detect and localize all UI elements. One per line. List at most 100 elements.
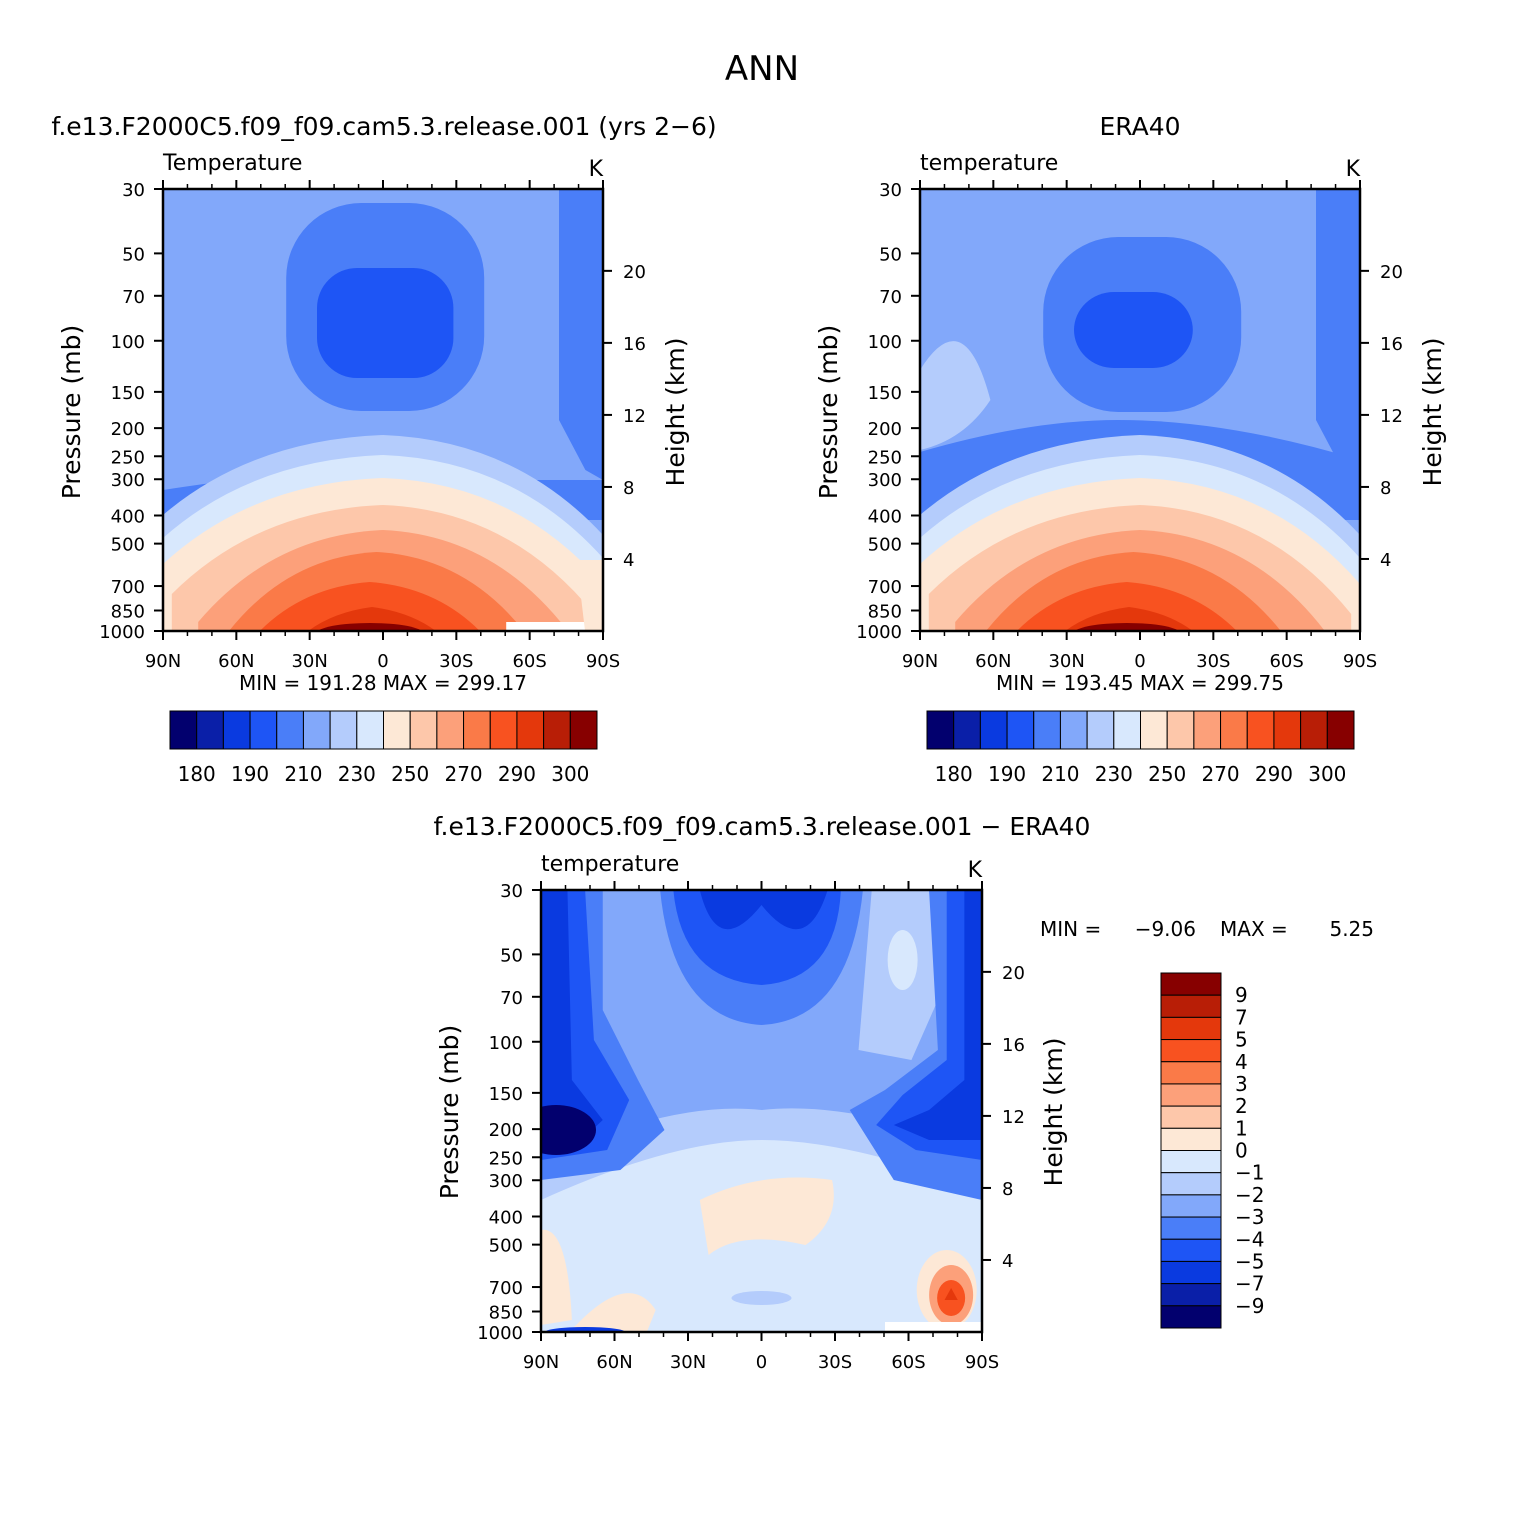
- panel-obs-minmax: MIN = 193.45 MAX = 299.75: [996, 671, 1284, 695]
- colorbar-label: 290: [498, 762, 536, 786]
- colorbar-label: −9: [1235, 1294, 1264, 1318]
- x-tick-label: 30S: [439, 651, 473, 672]
- colorbar-label: −1: [1235, 1161, 1264, 1185]
- y-tick-label: 30: [500, 881, 523, 902]
- right-tick-label: 16: [1002, 1035, 1025, 1056]
- right-tick-label: 12: [1002, 1107, 1025, 1128]
- panel-obs-left-label: temperature: [920, 151, 1058, 176]
- panel-diff-ylabel-right: Height (km): [1039, 1038, 1068, 1187]
- right-tick-label: 20: [1380, 262, 1403, 283]
- colorbar-label: −5: [1235, 1249, 1264, 1273]
- panel-model-ylabel: Pressure (mb): [57, 325, 86, 499]
- panel-diff-max-value: 5.25: [1329, 917, 1374, 941]
- colorbar-swatch: [169, 710, 198, 750]
- colorbar-label: 300: [551, 762, 589, 786]
- colorbar-label: 2: [1235, 1094, 1248, 1118]
- colorbar-label: 180: [178, 762, 216, 786]
- panel-model-colorbar: 180 190 210 230 250 270 290 300: [169, 710, 598, 786]
- contour-band: [731, 1291, 792, 1305]
- colorbar-label: 4: [1235, 1050, 1248, 1074]
- y-tick-label: 250: [111, 447, 145, 468]
- colorbar-label: 3: [1235, 1072, 1248, 1096]
- contour-band: [893, 890, 982, 1140]
- panel-diff-min-label: MIN =: [1040, 917, 1101, 941]
- panel-diff-plot: 305070100150200250300400500700850100090N…: [477, 881, 1025, 1373]
- y-tick-label: 30: [879, 180, 902, 201]
- contour-band: [699, 890, 828, 930]
- colorbar-swatch: [1246, 710, 1275, 750]
- right-tick-label: 16: [623, 334, 646, 355]
- colorbar-label: −4: [1235, 1227, 1264, 1251]
- colorbar-swatch: [1160, 1305, 1222, 1329]
- y-tick-label: 150: [868, 383, 902, 404]
- colorbar-swatch: [356, 710, 384, 750]
- colorbar-label: −2: [1235, 1183, 1264, 1207]
- colorbar-swatch: [1160, 1083, 1222, 1107]
- colorbar-swatch: [249, 710, 278, 750]
- colorbar-label: 1: [1235, 1116, 1248, 1140]
- colorbar-swatch: [1326, 710, 1355, 750]
- colorbar-label: −7: [1235, 1272, 1264, 1296]
- colorbar-label: 250: [1148, 762, 1186, 786]
- right-tick-label: 12: [1380, 406, 1403, 427]
- figure-title: ANN: [725, 49, 799, 89]
- contour-band: [541, 1229, 572, 1325]
- contour-band: [567, 1293, 656, 1332]
- colorbar-label: 7: [1235, 1005, 1248, 1029]
- y-tick-label: 70: [122, 287, 145, 308]
- panel-diff-units: K: [968, 858, 983, 883]
- panel-model-ylabel-right: Height (km): [661, 338, 690, 487]
- contour-band: [1075, 623, 1179, 631]
- colorbar-swatch: [1113, 710, 1141, 750]
- y-tick-label: 850: [489, 1303, 523, 1324]
- panel-diff-min-value: −9.06: [1135, 917, 1196, 941]
- colorbar-swatch: [569, 710, 598, 750]
- colorbar-swatch: [1140, 710, 1168, 750]
- colorbar-swatch: [196, 710, 224, 750]
- contour-band: [1016, 582, 1237, 631]
- x-tick-label: 0: [1134, 651, 1145, 672]
- y-tick-label: 700: [868, 577, 902, 598]
- colorbar-label: −3: [1235, 1205, 1264, 1229]
- panel-obs-title: ERA40: [1099, 112, 1180, 141]
- colorbar-swatch: [1166, 710, 1195, 750]
- colorbar-swatch: [1160, 1238, 1222, 1262]
- colorbar-label: 5: [1235, 1028, 1248, 1052]
- x-tick-label: 90S: [1343, 651, 1377, 672]
- colorbar-swatch: [516, 710, 545, 750]
- y-tick-label: 850: [868, 602, 902, 623]
- colorbar-swatch: [979, 710, 1008, 750]
- y-tick-label: 400: [489, 1208, 523, 1229]
- y-tick-label: 70: [500, 988, 523, 1009]
- colorbar-label: 210: [284, 762, 322, 786]
- colorbar-swatch: [1160, 1061, 1222, 1085]
- x-tick-label: 60S: [1269, 651, 1303, 672]
- panel-model-left-label: Temperature: [162, 151, 302, 176]
- colorbar-swatch: [463, 710, 491, 750]
- y-tick-label: 200: [868, 419, 902, 440]
- contour-band: [541, 1192, 982, 1332]
- colorbar-swatch: [1193, 710, 1222, 750]
- right-tick-label: 16: [1380, 334, 1403, 355]
- colorbar-swatch: [436, 710, 465, 750]
- colorbar-label: 230: [338, 762, 376, 786]
- colorbar-label: 0: [1235, 1139, 1248, 1163]
- colorbar-label: 210: [1041, 762, 1079, 786]
- y-tick-label: 250: [868, 447, 902, 468]
- colorbar-swatch: [276, 710, 304, 750]
- colorbar-swatch: [302, 710, 331, 750]
- colorbar-label: 300: [1308, 762, 1346, 786]
- x-tick-label: 60S: [512, 651, 546, 672]
- colorbar-label: 270: [1201, 762, 1239, 786]
- right-tick-label: 8: [623, 478, 634, 499]
- colorbar-swatch: [1273, 710, 1302, 750]
- x-tick-label: 90N: [145, 651, 181, 672]
- topography-mask: [506, 622, 603, 631]
- contour-band: [541, 890, 603, 1150]
- y-tick-label: 200: [489, 1120, 523, 1141]
- y-tick-label: 500: [111, 535, 145, 556]
- panel-diff-ylabel: Pressure (mb): [435, 1025, 464, 1199]
- contour-band: [920, 341, 991, 450]
